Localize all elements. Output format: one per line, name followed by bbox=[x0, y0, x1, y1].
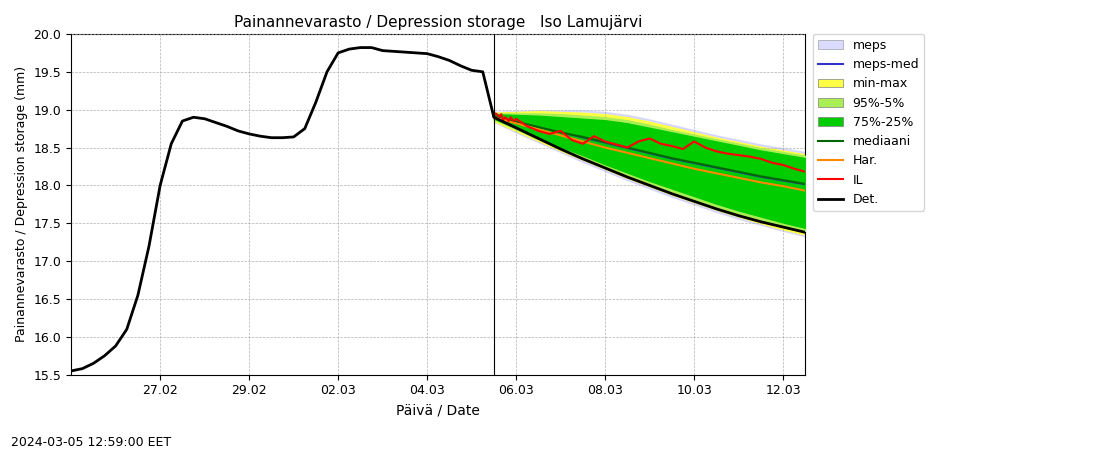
Text: 2024-03-05 12:59:00 EET: 2024-03-05 12:59:00 EET bbox=[11, 436, 172, 449]
Y-axis label: Painannevarasto / Depression storage (mm): Painannevarasto / Depression storage (mm… bbox=[15, 66, 28, 342]
Title: Painannevarasto / Depression storage   Iso Lamujärvi: Painannevarasto / Depression storage Iso… bbox=[234, 15, 642, 30]
Legend: meps, meps-med, min-max, 95%-5%, 75%-25%, mediaani, Har., IL, Det.: meps, meps-med, min-max, 95%-5%, 75%-25%… bbox=[813, 34, 924, 211]
X-axis label: Päivä / Date: Päivä / Date bbox=[396, 403, 481, 417]
